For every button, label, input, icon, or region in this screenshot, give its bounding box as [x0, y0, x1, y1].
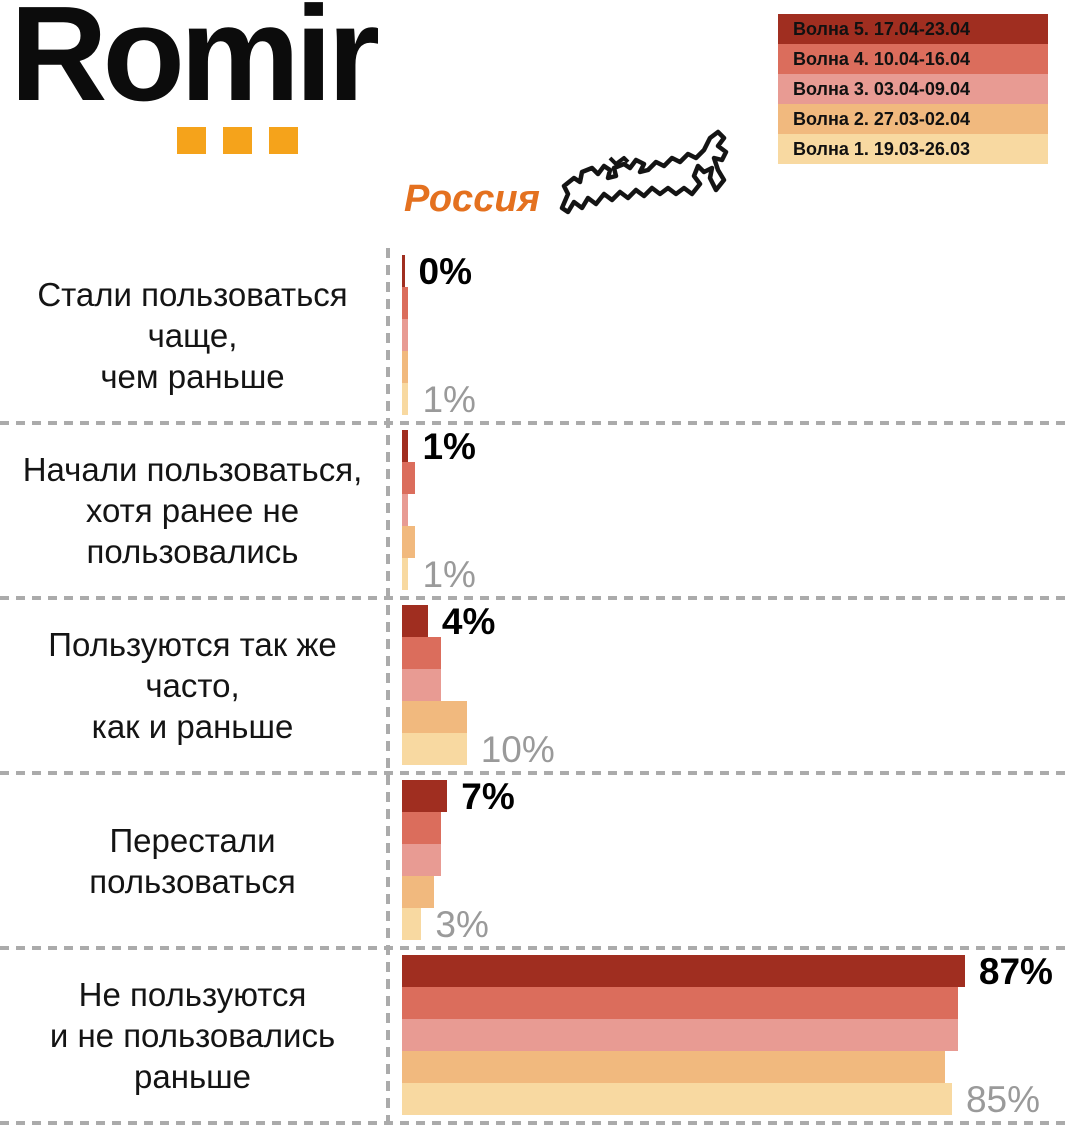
category-label: Пользуются так же часто, как и раньше — [0, 598, 385, 773]
value-label-bottom: 1% — [422, 379, 476, 420]
romir-logo: Romir — [10, 0, 380, 129]
category-label-line: Пользуются так же — [48, 626, 337, 663]
bar-wave-4 — [402, 462, 415, 494]
legend-item-label: Волна 5. 17.04-23.04 — [793, 18, 970, 39]
category-label-line: пользоваться — [89, 862, 296, 900]
logo-dot-icon — [177, 127, 206, 154]
legend-item-wave-2: Волна 2. 27.03-02.04 — [778, 104, 1048, 134]
row-separator-line — [0, 1121, 1068, 1125]
bar-wave-5 — [402, 955, 965, 987]
chart-row-4: Перестали пользоваться 7% 3% — [0, 773, 1068, 950]
chart-row-1: Стали пользоваться чаще, чем раньше 0% 1% — [0, 248, 1068, 425]
bar-wave-3 — [402, 1019, 959, 1051]
bar-wave-4 — [402, 637, 441, 669]
category-label-line: и не пользовались — [49, 1017, 336, 1054]
bar-wave-4 — [402, 812, 441, 844]
value-label-top: 0% — [418, 251, 472, 292]
logo-dot-icon — [223, 127, 252, 154]
legend-item-label: Волна 1. 19.03-26.03 — [793, 138, 970, 159]
value-label-top: 1% — [422, 426, 476, 467]
category-label-line: часто, — [145, 667, 240, 704]
bar-wave-4 — [402, 287, 409, 319]
category-label: Не пользуются и не пользовались раньше — [0, 948, 385, 1123]
bar-chart: Стали пользоваться чаще, чем раньше 0% 1% Нач… — [0, 248, 1068, 1125]
bar-group — [402, 255, 409, 415]
bar-wave-5 — [402, 255, 405, 287]
bar-wave-5 — [402, 605, 428, 637]
row-separator-line — [0, 771, 1068, 775]
bar-wave-5 — [402, 430, 409, 462]
logo-dot-icon — [269, 127, 298, 154]
bar-wave-3 — [402, 319, 409, 351]
legend: Волна 5. 17.04-23.04 Волна 4. 10.04-16.04… — [778, 14, 1048, 164]
category-label-line: хотя ранее не — [85, 492, 300, 529]
row-separator-line — [0, 421, 1068, 425]
value-label-bottom: 3% — [435, 904, 489, 945]
bar-wave-2 — [402, 876, 435, 908]
region-label: Россия — [404, 178, 540, 220]
bar-wave-3 — [402, 669, 441, 701]
category-label-line: Не пользуются — [78, 976, 307, 1013]
legend-item-wave-5: Волна 5. 17.04-23.04 — [778, 14, 1048, 44]
category-label-line: чаще, — [147, 317, 238, 354]
chart-row-5: Не пользуются и не пользовались раньше 87% 8… — [0, 948, 1068, 1125]
category-label-line: чем раньше — [100, 358, 285, 395]
category-label: Перестали пользоваться — [0, 773, 385, 948]
value-label-top: 7% — [461, 776, 515, 817]
legend-item-wave-3: Волна 3. 03.04-09.04 — [778, 74, 1048, 104]
value-label-bottom: 85% — [965, 1079, 1040, 1120]
bar-wave-4 — [402, 987, 959, 1019]
category-label-line: Начали пользоваться, — [22, 451, 363, 488]
bar-group — [402, 955, 965, 1115]
russia-map-icon — [559, 129, 729, 215]
bar-wave-2 — [402, 351, 409, 383]
legend-item-label: Волна 4. 10.04-16.04 — [793, 48, 970, 69]
value-label-bottom: 1% — [422, 554, 476, 595]
bar-wave-3 — [402, 844, 441, 876]
value-label-top: 87% — [978, 951, 1053, 992]
legend-item-label: Волна 3. 03.04-09.04 — [793, 78, 970, 99]
bar-wave-1 — [402, 908, 422, 940]
category-label-line: Стали пользоваться — [37, 276, 348, 313]
bar-group — [402, 780, 448, 940]
bar-wave-2 — [402, 1051, 946, 1083]
bar-wave-1 — [402, 383, 409, 415]
value-label-top: 4% — [441, 601, 496, 642]
legend-item-wave-4: Волна 4. 10.04-16.04 — [778, 44, 1048, 74]
chart-axis-line — [386, 248, 390, 1123]
bar-wave-2 — [402, 526, 415, 558]
category-label-line: Перестали — [109, 821, 276, 859]
bar-group — [402, 605, 467, 765]
row-separator-line — [0, 946, 1068, 950]
legend-item-wave-1: Волна 1. 19.03-26.03 — [778, 134, 1048, 164]
category-label: Стали пользоваться чаще, чем раньше — [0, 248, 385, 423]
bar-wave-5 — [402, 780, 448, 812]
category-label-line: пользовались — [86, 533, 299, 570]
chart-row-3: Пользуются так же часто, как и раньше 4% 10% — [0, 598, 1068, 775]
bar-wave-1 — [402, 733, 467, 765]
category-label-line: как и раньше — [91, 708, 294, 745]
bar-wave-3 — [402, 494, 409, 526]
row-separator-line — [0, 596, 1068, 600]
bar-wave-1 — [402, 558, 409, 590]
romir-logo-dots — [177, 127, 298, 154]
chart-rows: Стали пользоваться чаще, чем раньше 0% 1% Нач… — [0, 248, 1068, 1125]
value-label-bottom: 10% — [480, 729, 555, 770]
chart-row-2: Начали пользоваться, хотя ранее не пользов… — [0, 423, 1068, 600]
bar-wave-1 — [402, 1083, 952, 1115]
bar-group — [402, 430, 415, 590]
category-label: Начали пользоваться, хотя ранее не пользов… — [0, 423, 385, 598]
bar-wave-2 — [402, 701, 467, 733]
category-label-line: раньше — [134, 1058, 251, 1095]
legend-item-label: Волна 2. 27.03-02.04 — [793, 108, 970, 129]
